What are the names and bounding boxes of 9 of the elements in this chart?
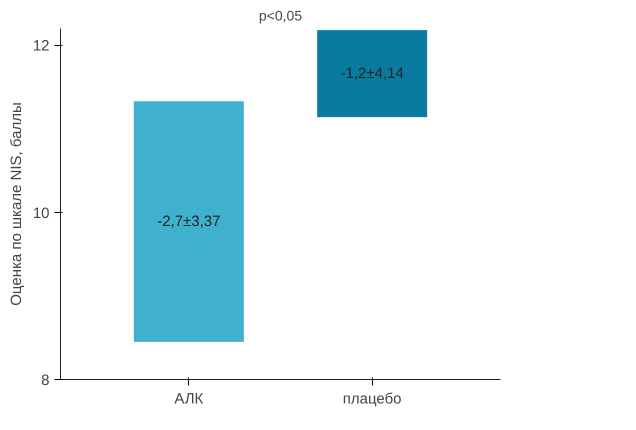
text: p<0,05 [258,8,302,24]
y-axis-title: Оценка по шкале NIS, баллы [8,102,25,306]
annotation: -2,7±3,37 [157,213,220,230]
x-tick-label: плацебо [342,390,402,408]
y-tick-label: 10 [32,204,50,222]
annotation: -1,2±4,14 [340,65,404,82]
y-tick-label: 12 [32,38,50,55]
x-tick-label: АЛК [174,390,204,408]
y-tick-label: 8 [41,372,50,389]
